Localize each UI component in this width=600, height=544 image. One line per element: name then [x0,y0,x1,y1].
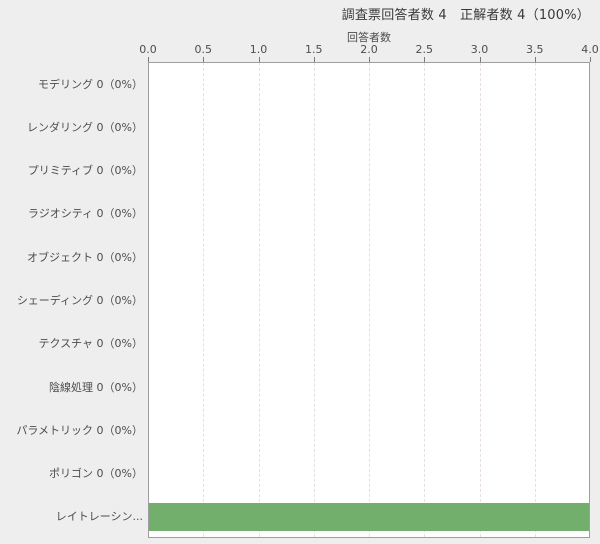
x-axis-tick-label: 2.5 [415,43,434,56]
y-axis-category-labels: モデリング 0（0%） レンダリング 0（0%） プリミティブ 0（0%） ラジオシテ… [0,62,143,538]
x-axis-tick-label: 0.0 [139,43,157,56]
x-axis-tick-label: 4.0 [581,43,599,56]
x-axis-tick-mark [424,57,426,62]
x-axis-tick-mark [258,57,260,62]
category-label: パラメトリック 0（0%） [16,423,143,437]
gridline [369,63,370,537]
gridline [313,63,315,537]
category-label: プリミティブ 0（0%） [27,164,143,178]
gridline [424,63,426,537]
page-title: 調査票回答者数 4 正解者数 4（100%） [341,8,590,23]
category-label: ラジオシティ 0（0%） [27,207,143,221]
gridline [203,63,205,537]
category-label: テクスチャ 0（0%） [38,337,143,351]
x-axis-tick-label: 1.5 [305,43,323,56]
bar [149,503,589,532]
x-axis-tick-label: 0.5 [194,43,213,56]
x-axis-tick-label: 2.0 [360,43,378,56]
x-axis-tick-label: 1.0 [249,43,268,56]
category-label: レンダリング 0（0%） [27,120,143,134]
x-axis-tick-mark [590,57,591,62]
category-label: シェーディング 0（0%） [16,294,143,307]
x-axis-ticks: 0.0 0.5 1.0 1.5 2.0 2.5 3.0 3.5 4.0 [139,43,599,62]
x-axis-tick-mark [479,57,481,62]
gridline [534,63,536,537]
gridline [479,63,481,537]
category-label: モデリング 0（0%） [38,77,143,91]
x-axis-tick-label: 3.0 [470,43,489,56]
category-label: オブジェクト 0（0%） [27,250,143,264]
category-label: ポリゴン 0（0%） [49,467,143,481]
x-axis-tick-label: 3.5 [526,43,544,56]
gridline [258,63,260,537]
category-label: レイトレーシン... [55,510,143,524]
x-axis-tick-mark [148,57,149,62]
plot-area [148,62,590,538]
x-axis-tick-mark [369,57,370,62]
x-axis-tick-mark [534,57,536,62]
x-axis-tick-mark [313,57,315,62]
gridlines [149,63,589,537]
x-axis-title: 回答者数 [347,31,391,44]
category-label: 陰線処理 0（0%） [49,380,143,394]
bar-series [149,63,589,537]
x-axis-tick-mark [203,57,205,62]
